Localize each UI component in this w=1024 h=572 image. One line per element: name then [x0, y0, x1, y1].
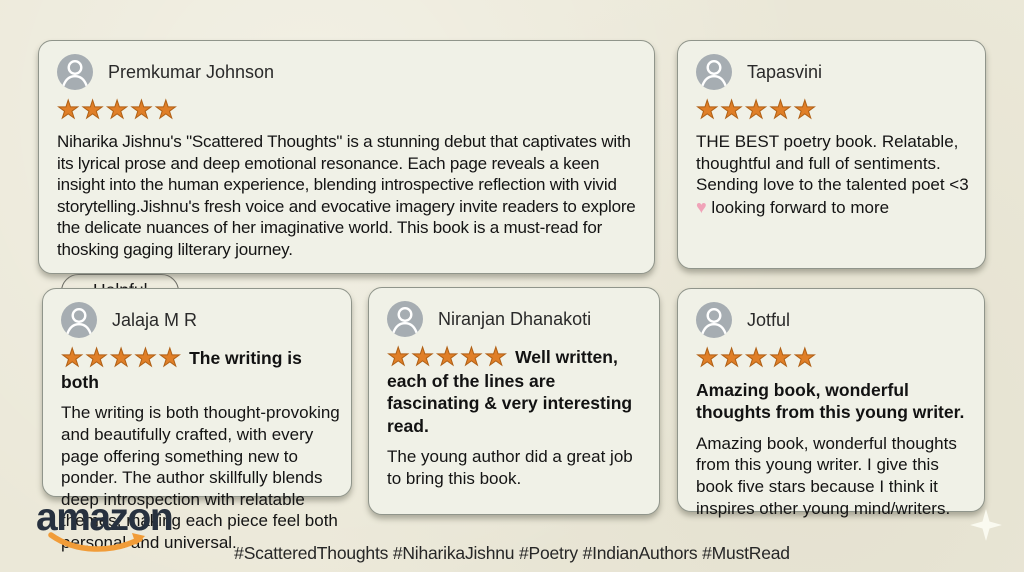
rating-and-title: ★★★★★ The writing is both: [60, 344, 343, 393]
review-body: Niharika Jishnu's "Scattered Thoughts" i…: [57, 132, 636, 259]
author-row: Niranjan Dhanakoti: [387, 301, 643, 337]
avatar-person-icon: [387, 301, 423, 337]
star-rating: ★★★★★: [60, 344, 184, 372]
avatar-person-icon: [57, 54, 93, 90]
reviewer-name: Tapasvini: [747, 61, 823, 82]
amazon-logo: amazon: [36, 496, 176, 552]
amazon-logo-text: amazon: [36, 496, 174, 539]
reviewer-name: Niranjan Dhanakoti: [438, 308, 592, 329]
review-body-text: THE BEST poetry book. Relatable, thought…: [696, 132, 969, 195]
star-rating: ★★★★★: [696, 344, 819, 372]
reviewer-name: Jalaja M R: [112, 309, 198, 330]
review-title: The writing is both: [61, 348, 302, 392]
review-title: Well written, each of the lines are fasc…: [387, 347, 633, 436]
reviewer-name: Premkumar Johnson: [108, 61, 275, 82]
rating-and-title: ★★★★★ Well written, each of the lines are…: [386, 343, 643, 437]
author-row: Premkumar Johnson: [57, 54, 648, 90]
review-body: The young author did a great job to brin…: [387, 447, 633, 488]
review-card-niranjan: Niranjan Dhanakoti ★★★★★ Well written, ea…: [368, 287, 660, 515]
review-card-premkumar: Premkumar Johnson ★★★★★ Niharika Jishnu'…: [38, 40, 655, 310]
review-body: Amazing book, wonderful thoughts from th…: [696, 433, 957, 518]
review-card-jotful: Jotful ★★★★★ Amazing book, wonderful tho…: [677, 288, 985, 518]
avatar-person-icon: [696, 54, 732, 90]
author-row: Jalaja M R: [61, 302, 343, 338]
review-body-text: looking forward to more: [711, 197, 890, 217]
star-rating: ★★★★★: [386, 343, 510, 371]
review-card-jalaja: Jalaja M R ★★★★★ The writing is both The …: [42, 288, 352, 552]
reviewer-name: Jotful: [747, 309, 791, 330]
amazon-smile-icon: [48, 532, 145, 552]
hashtags-caption: #ScatteredThoughts #NiharikaJishnu #Poet…: [234, 543, 790, 563]
star-rating: ★★★★★: [57, 96, 180, 124]
review-card-tapasvini: Tapasvini ★★★★★ THE BEST poetry book. Re…: [677, 40, 986, 269]
author-row: Jotful: [696, 302, 968, 338]
avatar-person-icon: [696, 302, 732, 338]
avatar-person-icon: [61, 302, 97, 338]
review-title: Amazing book, wonderful thoughts from th…: [696, 380, 965, 423]
sparkle-icon: [970, 509, 1002, 541]
author-row: Tapasvini: [696, 54, 969, 90]
star-rating: ★★★★★: [696, 96, 819, 124]
review-body: THE BEST poetry book. Relatable, thought…: [696, 131, 969, 219]
heart-icon: ♥: [696, 196, 707, 217]
